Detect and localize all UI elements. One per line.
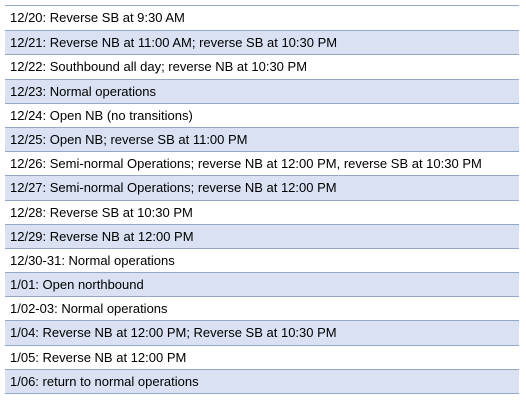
schedule-row: 12/24: Open NB (no transitions): [5, 102, 519, 127]
schedule-row: 12/30-31: Normal operations: [5, 247, 519, 273]
schedule-row: 12/25: Open NB; reverse SB at 11:00 PM: [5, 126, 519, 152]
schedule-row: 1/06: return to normal operations: [5, 368, 519, 393]
schedule-row: 1/02-03: Normal operations: [5, 296, 519, 321]
schedule-row: 1/05: Reverse NB at 12:00 PM: [5, 344, 519, 369]
schedule-row: 12/27: Semi-normal Operations; reverse N…: [5, 175, 519, 200]
schedule-row: 12/21: Reverse NB at 11:00 AM; reverse S…: [5, 30, 519, 55]
schedule-row: 12/20: Reverse SB at 9:30 AM: [5, 6, 519, 31]
schedule-row: 1/04: Reverse NB at 12:00 PM; Reverse SB…: [5, 320, 519, 345]
schedule-row: 1/01: Open northbound: [5, 272, 519, 297]
schedule-row: 12/29: Reverse NB at 12:00 PM: [5, 223, 519, 248]
schedule-row: 12/23: Normal operations: [5, 78, 519, 103]
schedule-row: 12/28: Reverse SB at 10:30 PM: [5, 199, 519, 224]
schedule-table: 12/20: Reverse SB at 9:30 AM 12/21: Reve…: [5, 5, 519, 394]
schedule-row: 12/22: Southbound all day; reverse NB at…: [5, 54, 519, 79]
schedule-row: 12/26: Semi-normal Operations; reverse N…: [5, 151, 519, 176]
